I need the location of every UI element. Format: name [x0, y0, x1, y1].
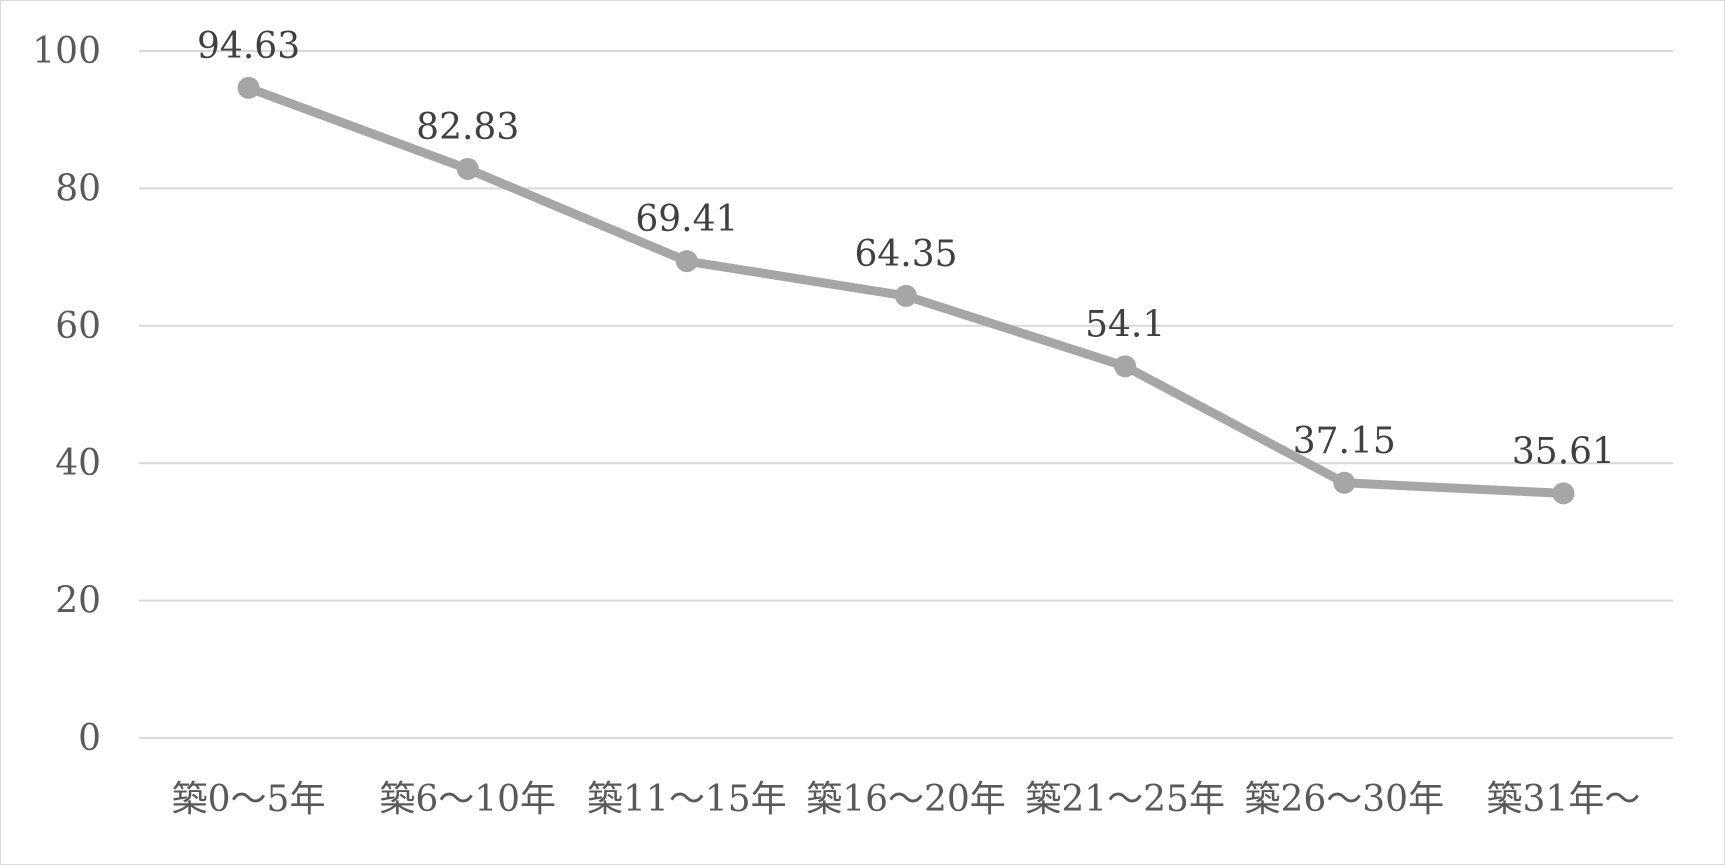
y-tick-label: 80 [55, 168, 101, 209]
y-axis-tick-labels: 0 20 40 60 80 100 [32, 31, 101, 759]
x-tick-label: 築31年～ [1487, 779, 1641, 820]
data-label: 54.1 [1085, 304, 1165, 345]
data-label: 64.35 [854, 234, 957, 275]
x-tick-label: 築21～25年 [1025, 779, 1225, 820]
data-label: 37.15 [1293, 421, 1396, 462]
y-tick-label: 20 [55, 581, 101, 622]
x-tick-label: 築0～5年 [172, 779, 326, 820]
y-tick-label: 40 [55, 443, 101, 484]
data-point [1552, 482, 1575, 505]
gridlines [139, 50, 1673, 739]
x-tick-label: 築6～10年 [379, 779, 556, 820]
x-axis-tick-labels: 築0～5年 築6～10年 築11～15年 築16～20年 築21～25年 築26～30年 築… [172, 779, 1641, 820]
data-label: 69.41 [635, 199, 738, 240]
x-tick-label: 築11～15年 [587, 779, 787, 820]
y-tick-label: 100 [32, 31, 101, 72]
data-point [895, 284, 917, 307]
x-tick-label: 築16～20年 [806, 779, 1006, 820]
data-point [675, 250, 698, 273]
data-label: 35.61 [1512, 431, 1615, 472]
series-markers [237, 76, 1575, 505]
x-tick-label: 築26～30年 [1244, 779, 1444, 820]
data-point [237, 76, 260, 99]
data-point [1114, 355, 1137, 378]
data-point [456, 157, 479, 180]
y-tick-label: 60 [55, 306, 101, 347]
y-tick-label: 0 [78, 718, 101, 759]
data-label: 94.63 [197, 26, 300, 67]
data-point [1333, 471, 1356, 494]
data-labels: 94.63 82.83 69.41 64.35 54.1 37.15 35.61 [197, 26, 1615, 472]
data-label: 82.83 [416, 107, 519, 148]
